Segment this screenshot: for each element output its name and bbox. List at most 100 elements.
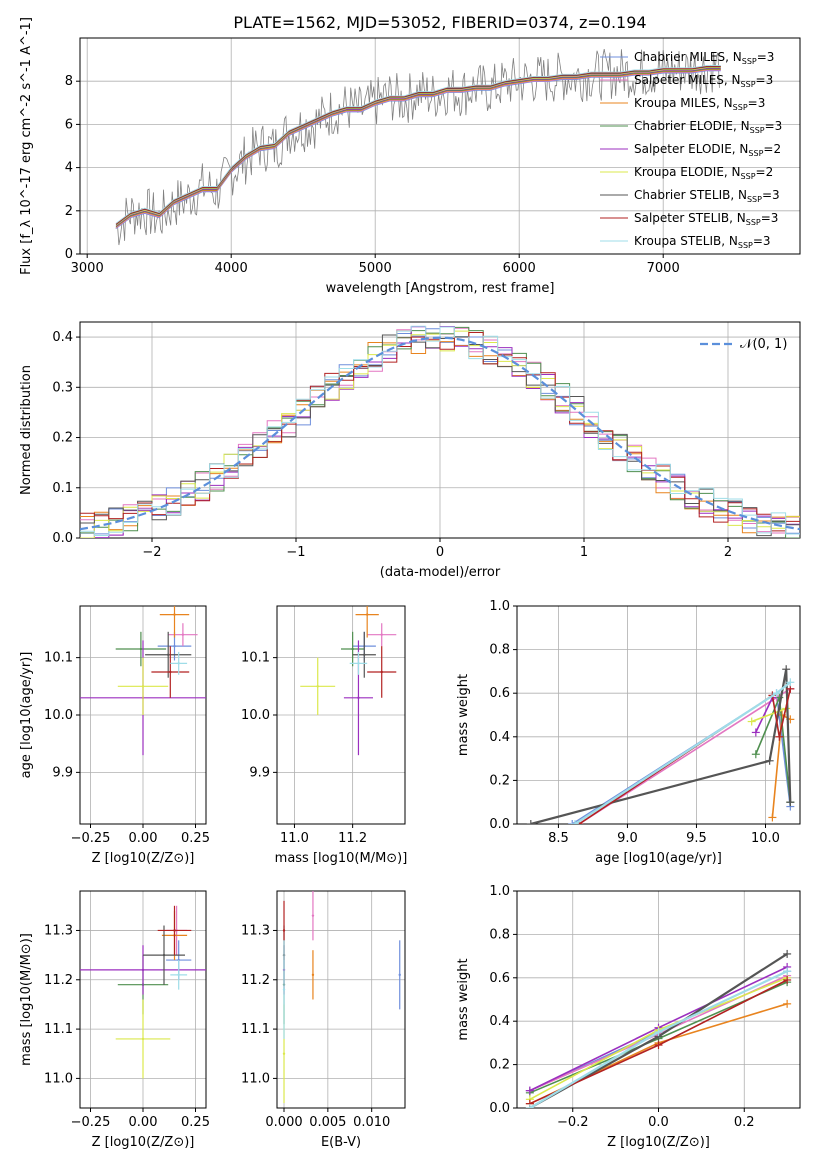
y-tick-label: 0.4 xyxy=(489,730,510,745)
model-spectrum-line xyxy=(115,70,721,229)
legend-value: =3 xyxy=(765,119,783,133)
y-tick-label: 1.0 xyxy=(489,599,510,614)
y-axis-label: mass [log10(M/M⊙)] xyxy=(19,933,34,1066)
y-tick-label: 4 xyxy=(65,161,73,176)
y-tick-label: 0.2 xyxy=(489,1058,510,1073)
data-point xyxy=(380,670,383,674)
legend-subscript: SSP xyxy=(741,80,756,89)
data-point xyxy=(169,670,172,674)
y-tick-label: 11.2 xyxy=(44,973,73,988)
axes-frame xyxy=(79,890,207,1109)
x-tick-label: 6000 xyxy=(503,261,536,276)
x-tick-label: 0.25 xyxy=(181,831,210,846)
x-tick-label: −2 xyxy=(142,545,161,560)
ebv_mass-panel: 0.000 0.005 0.010 11.0 11.1 11.2 11.3 E(B-V) xyxy=(241,890,406,1150)
legend-label: Salpeter STELIB, NSSP=3 xyxy=(634,211,778,227)
data-point xyxy=(162,953,166,957)
x-tick-label: −0.2 xyxy=(557,1115,589,1130)
y-tick-label: 11.3 xyxy=(241,923,270,938)
legend-label: Kroupa ELODIE, NSSP=2 xyxy=(634,165,773,181)
y-tick-label: 0.8 xyxy=(489,643,510,658)
y-tick-label: 10.0 xyxy=(241,708,270,723)
legend-subscript: SSP xyxy=(747,195,762,204)
legend-label: Chabrier MILES, NSSP=3 xyxy=(634,50,774,66)
y-tick-label: 0.6 xyxy=(489,971,510,986)
axes-frame xyxy=(276,605,406,825)
data-point xyxy=(282,1052,286,1055)
y-tick-label: 0.2 xyxy=(52,431,73,446)
weight-line xyxy=(755,697,774,733)
model-spectrum-line xyxy=(115,67,721,226)
y-axis-label: Normed distribution xyxy=(19,365,34,495)
data-point xyxy=(173,644,176,648)
legend-subscript: SSP xyxy=(750,126,765,135)
x-tick-label: 0.0 xyxy=(648,1115,669,1130)
data-point xyxy=(141,685,145,688)
axes-frame xyxy=(516,890,801,1109)
legend-value: =3 xyxy=(761,211,779,225)
x-tick-label: 0.000 xyxy=(265,1115,302,1130)
y-tick-label: 11.3 xyxy=(44,923,73,938)
y-axis-label: Flux [f_λ 10^-17 erg cm^-2 s^-1 A^-1] xyxy=(19,17,34,275)
residual-histogram xyxy=(80,332,800,532)
x-tick-label: 11.0 xyxy=(280,831,309,846)
axes-frame xyxy=(79,37,801,255)
legend-label: Chabrier STELIB, NSSP=3 xyxy=(634,188,780,204)
residual-histogram xyxy=(80,325,800,536)
legend-value: =3 xyxy=(753,234,771,248)
x-tick-label: −0.25 xyxy=(71,1115,111,1130)
z_mass-panel: −0.25 0.00 0.25 11.0 11.1 11.2 11.3 Z [log10(Z/… xyxy=(19,890,210,1150)
y-tick-label: 0.3 xyxy=(52,380,73,395)
legend-value: =2 xyxy=(756,165,774,179)
y-tick-label: 11.0 xyxy=(44,1071,73,1086)
y-tick-label: 0.2 xyxy=(489,773,510,788)
x-tick-label: −0.25 xyxy=(71,831,111,846)
age_weight-panel: 8.5 9.0 9.5 10.0 0.0 0.2 0.4 0.6 0.8 1.0 age [log1… xyxy=(456,599,801,866)
y-tick-label: 1.0 xyxy=(489,884,510,899)
y-tick-label: 9.9 xyxy=(52,765,73,780)
model-spectrum-line xyxy=(115,67,721,227)
legend-subscript: SSP xyxy=(748,149,763,158)
legend-label: 𝒩(0, 1) xyxy=(740,337,787,352)
data-point xyxy=(316,685,319,688)
data-point xyxy=(365,613,369,616)
data-point xyxy=(139,647,143,651)
x-tick-label: 3000 xyxy=(71,261,104,276)
x-tick-label: 0.005 xyxy=(309,1115,346,1130)
legend-subscript: SSP xyxy=(746,218,761,227)
y-tick-label: 0.0 xyxy=(52,531,73,546)
x-tick-label: 9.0 xyxy=(617,831,638,846)
data-point xyxy=(357,662,360,665)
x-tick-label: 7000 xyxy=(647,261,680,276)
y-tick-label: 10.0 xyxy=(44,708,73,723)
y-tick-label: 8 xyxy=(65,74,73,89)
y-tick-label: 0.1 xyxy=(52,481,73,496)
data-point xyxy=(357,696,360,699)
data-point xyxy=(311,973,315,977)
x-axis-label: Z [log10(Z/Z⊙)] xyxy=(607,1135,710,1150)
x-tick-label: 8.5 xyxy=(548,831,569,846)
x-tick-label: 4000 xyxy=(215,261,248,276)
z_age-panel: −0.25 0.00 0.25 9.9 10.0 10.1 Z [log10(Z/Z⊙)] a… xyxy=(19,605,210,866)
model-spectrum-line xyxy=(115,66,721,225)
x-axis-label: mass [log10(M/M⊙)] xyxy=(275,851,408,866)
data-point xyxy=(363,653,366,656)
y-tick-label: 11.1 xyxy=(241,1022,270,1037)
axes-frame xyxy=(79,605,207,825)
data-point xyxy=(177,973,180,977)
model-spectrum-line xyxy=(115,69,721,229)
data-point xyxy=(282,988,286,991)
x-tick-label: 1 xyxy=(580,545,588,560)
data-point xyxy=(351,647,354,651)
x-axis-label: wavelength [Angstrom, rest frame] xyxy=(326,281,555,296)
data-point xyxy=(141,968,145,972)
z_age-plot-area xyxy=(80,606,206,756)
data-point xyxy=(380,633,383,636)
mass_age-plot-area xyxy=(300,606,397,756)
observed-spectrum-line xyxy=(115,49,720,246)
x-tick-label: −1 xyxy=(286,545,305,560)
model-spectrum-line xyxy=(115,69,721,228)
x-tick-label: 5000 xyxy=(359,261,392,276)
legend-subscript: SSP xyxy=(741,172,756,181)
